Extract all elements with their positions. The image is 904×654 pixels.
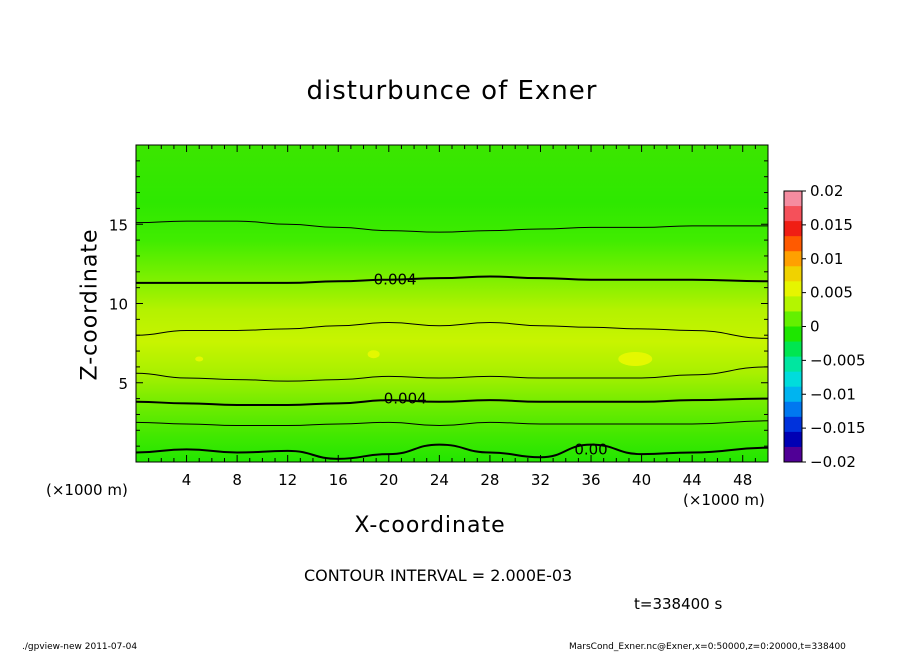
colorbar-swatch [784,326,802,343]
x-tick-label: 40 [632,471,651,489]
colorbar-tick-label: −0.02 [810,453,856,471]
contour-line [135,420,769,427]
footer-right: MarsCond_Exner.nc@Exner,x=0:50000,z=0:20… [569,642,846,652]
x-unit-label-right: (×1000 m) [683,491,765,509]
contour-label: 0.00 [574,440,607,458]
x-tick-label: 12 [278,471,297,489]
contour-line [135,366,769,382]
colorbar-swatch [784,251,802,267]
contour-line [135,220,768,233]
colorbar-tick-label: 0.01 [810,250,843,268]
contour-interval: CONTOUR INTERVAL = 2.000E-03 [304,566,573,585]
x-tick-label: 20 [379,471,398,489]
colorbar-tick-label: −0.005 [810,351,866,369]
colorbar-tick-label: −0.015 [810,419,866,437]
colorbar-swatch [784,206,802,222]
y-tick-label: 15 [109,216,128,234]
colorbar-swatch [784,401,802,418]
y-tick-label: 5 [118,375,128,393]
footer-left: ./gpview-new 2011-07-04 [22,642,138,652]
colorbar: 0.02 0.015 0.01 0.005 0 −0.005 −0.01 −0.015 −0.0… [783,182,866,471]
x-tick-label: 36 [581,471,600,489]
colorbar-swatch [784,431,802,448]
colorbar-swatch [784,191,802,207]
contour-line [135,275,769,284]
colorbar-tick-label: 0.005 [810,284,853,302]
field-highlight [195,356,204,362]
y-tick-label: 10 [109,296,128,314]
contour-line [135,397,769,406]
contour-line [135,443,769,460]
colorbar-swatch [784,416,802,433]
colorbar-swatch [784,221,802,237]
x-tick-label: 32 [531,471,550,489]
colorbar-swatch [784,296,802,312]
x-tick-label: 24 [430,471,449,489]
time-label: t=338400 s [634,595,723,613]
colorbar-tick-label: 0.02 [810,182,843,200]
x-tick-label: 8 [232,471,242,489]
x-tick-label: 48 [733,471,752,489]
contour-label: 0.004 [374,271,417,289]
colorbar-swatch [784,371,802,388]
field-highlight [618,351,653,366]
colorbar-swatch [784,236,802,252]
colorbar-swatch [784,446,802,463]
colorbar-swatch [784,311,802,327]
x-tick-label: 4 [182,471,192,489]
field-highlight [367,350,380,359]
x-axis-label: X-coordinate [354,513,506,538]
contour-line [135,322,769,339]
chart-title: disturbunce of Exner [306,76,598,106]
x-unit-label-left: (×1000 m) [46,481,128,499]
contour-label: 0.004 [384,390,427,408]
colorbar-tick-label: −0.01 [810,385,856,403]
colorbar-tick-label: 0.015 [810,216,853,234]
x-tick-label: 16 [329,471,348,489]
x-tick-label: 28 [480,471,499,489]
colorbar-swatch [784,281,802,297]
colorbar-swatch [784,356,802,373]
colorbar-swatch [784,386,802,403]
y-axis-label: Z-coordinate [77,228,103,381]
colorbar-swatch [784,266,802,282]
x-tick-label: 44 [683,471,702,489]
field-fill [136,145,768,462]
colorbar-swatch [784,341,802,358]
colorbar-tick-label: 0 [810,318,820,336]
